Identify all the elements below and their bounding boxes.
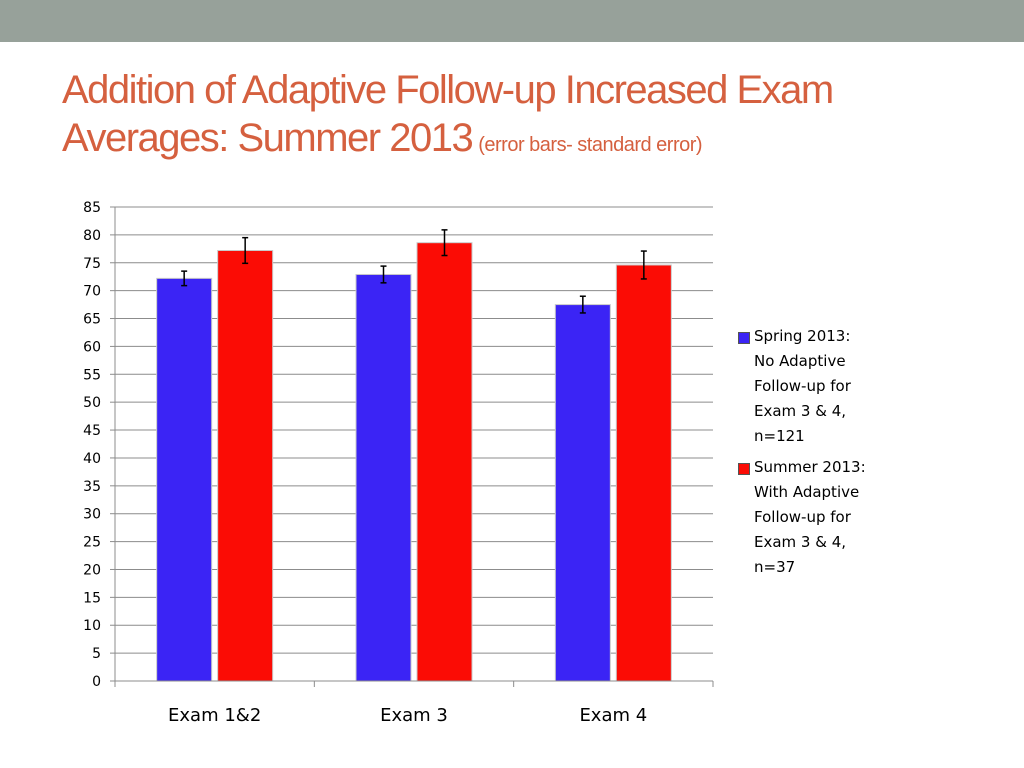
x-axis-labels: Exam 1&2 Exam 3 Exam 4 [168,705,647,726]
gridlines [115,206,713,654]
y-tick-label: 50 [83,395,101,411]
y-axis-ticks: 0 5 10 15 20 25 30 35 40 45 50 55 60 65 70 75 80 85 [83,200,115,690]
x-tick-label: Exam 1&2 [168,705,261,726]
legend-swatch-summer [738,463,750,475]
y-tick-label: 45 [83,423,101,439]
y-tick-label: 25 [83,535,101,551]
x-axis [114,207,714,687]
legend-item-summer: Summer 2013: With Adaptive Follow-up for… [738,455,908,580]
header-band [0,0,1024,42]
y-tick-label: 15 [83,590,101,606]
y-tick-label: 60 [83,339,101,355]
bar [416,242,473,682]
y-tick-label: 70 [83,284,101,300]
y-tick-label: 55 [83,367,101,383]
bar [355,273,412,682]
y-tick-label: 20 [83,562,101,578]
legend-item-spring: Spring 2013: No Adaptive Follow-up for E… [738,324,908,449]
title-line-2-text: Averages: Summer 2013 [62,116,474,160]
bar [615,264,672,682]
title-note: (error bars- standard error) [478,134,703,156]
bars [156,242,672,682]
bar [156,277,213,682]
y-tick-label: 80 [83,228,101,244]
title-line-2: Averages: Summer 2013 (error bars- standa… [62,114,982,169]
chart-legend: Spring 2013: No Adaptive Follow-up for E… [738,324,908,586]
x-tick-label: Exam 3 [380,705,448,726]
legend-label-summer: Summer 2013: With Adaptive Follow-up for… [754,458,866,576]
title-line-1: Addition of Adaptive Follow-up Increased… [62,68,834,112]
x-tick-label: Exam 4 [579,705,647,726]
y-tick-label: 10 [83,618,101,634]
y-tick-label: 5 [92,646,101,662]
legend-label-spring: Spring 2013: No Adaptive Follow-up for E… [754,327,851,445]
bar [554,304,611,682]
y-tick-label: 35 [83,479,101,495]
y-tick-label: 0 [92,674,101,690]
y-tick-label: 85 [83,200,101,216]
legend-swatch-spring [738,332,750,344]
error-bars [181,229,647,314]
y-tick-label: 40 [83,451,101,467]
y-tick-label: 30 [83,507,101,523]
bar [217,249,274,682]
y-tick-label: 75 [83,256,101,272]
slide-title: Addition of Adaptive Follow-up Increased… [62,66,982,169]
y-tick-label: 65 [83,312,101,328]
